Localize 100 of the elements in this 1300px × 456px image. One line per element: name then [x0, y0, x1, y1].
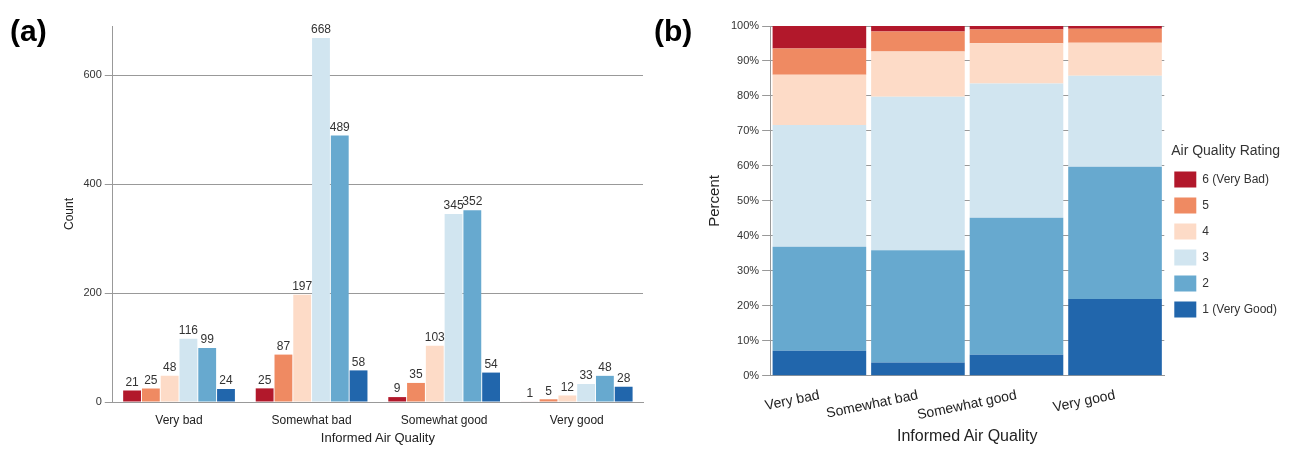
bar	[198, 348, 217, 402]
data-label: 33	[579, 368, 594, 383]
y-tick-label: 60%	[737, 158, 760, 171]
data-label: 103	[424, 330, 446, 345]
bar	[969, 217, 1064, 355]
data-label: 5	[545, 383, 553, 398]
data-label: 9	[393, 381, 401, 396]
y-tick-label: 600	[83, 68, 102, 81]
bar	[1068, 166, 1162, 299]
x-axis-title: Informed Air Quality	[320, 429, 436, 445]
bar	[217, 388, 235, 402]
x-tick-label: Somewhat bad	[271, 412, 352, 427]
y-tick-label: 0	[95, 395, 102, 408]
data-label: 668	[310, 22, 332, 37]
y-tick-label: 0%	[743, 368, 760, 381]
bar	[614, 386, 633, 402]
bar	[274, 354, 293, 402]
bar	[1068, 26, 1162, 29]
bar	[772, 26, 867, 49]
legend-label: 1 (Very Good)	[1202, 301, 1277, 316]
y-tick-label: 200	[83, 286, 102, 299]
bar	[255, 388, 274, 402]
bar	[969, 83, 1064, 218]
data-label: 35	[409, 367, 423, 382]
y-tick-label: 30%	[737, 263, 760, 276]
bar	[179, 338, 198, 402]
data-label: 25	[257, 372, 272, 387]
data-label: 197	[292, 278, 313, 293]
x-tick-label: Very good	[549, 412, 604, 427]
x-tick-label: Very good	[1051, 386, 1117, 415]
x-tick-label: Very bad	[763, 386, 821, 413]
legend-label: 5	[1202, 197, 1210, 212]
bar	[1068, 298, 1162, 376]
legend-title: Air Quality Rating	[1171, 142, 1281, 159]
legend-label: 6 (Very Bad)	[1202, 171, 1269, 186]
bar	[1068, 42, 1162, 76]
x-axis-title: Informed Air Quality	[896, 426, 1038, 444]
bar	[330, 135, 349, 402]
data-label: 48	[598, 360, 612, 375]
data-label: 24	[219, 373, 233, 388]
y-axis-title: Count	[61, 197, 76, 231]
bar	[871, 51, 965, 97]
bar	[871, 26, 965, 32]
bar	[969, 29, 1064, 44]
bar	[595, 375, 614, 402]
data-label: 21	[125, 374, 140, 389]
bar	[293, 294, 312, 402]
data-label: 48	[162, 360, 177, 375]
bar	[772, 74, 867, 126]
legend-label: 2	[1202, 275, 1210, 290]
bar	[772, 125, 867, 247]
y-tick-label: 90%	[737, 54, 760, 67]
data-label: 345	[443, 198, 464, 213]
bar	[772, 48, 867, 75]
x-tick-label: Very bad	[155, 412, 203, 427]
bar	[160, 375, 179, 402]
text: (a)	[10, 14, 47, 48]
legend-label: 3	[1202, 249, 1210, 264]
y-tick-label: 400	[83, 177, 102, 190]
bar	[577, 384, 596, 402]
bar	[1068, 75, 1162, 167]
data-label: 25	[144, 372, 158, 387]
data-label: 116	[178, 323, 199, 338]
bar	[871, 31, 965, 52]
bar	[349, 370, 368, 402]
data-label: 489	[329, 119, 351, 134]
bar	[123, 390, 142, 402]
bar	[871, 250, 965, 363]
bar	[969, 43, 1064, 84]
data-label: 58	[351, 354, 366, 369]
data-label: 99	[200, 332, 215, 347]
y-tick-label: 100%	[730, 19, 760, 32]
bar	[558, 395, 577, 402]
y-axis-title: Percent	[705, 174, 723, 227]
legend-label: 4	[1202, 223, 1210, 238]
data-label: 28	[616, 371, 631, 386]
data-label: 87	[276, 338, 291, 353]
bar	[482, 372, 501, 402]
bar	[539, 399, 558, 402]
bar	[969, 354, 1064, 376]
data-label: 1	[526, 385, 534, 400]
bar	[1068, 28, 1162, 43]
y-tick-label: 10%	[737, 333, 760, 346]
data-label: 54	[484, 356, 499, 371]
bar	[772, 350, 867, 376]
bar	[871, 362, 965, 376]
bar	[772, 246, 867, 351]
data-label: 12	[560, 379, 575, 394]
y-tick-label: 80%	[737, 89, 760, 101]
bar	[407, 382, 425, 402]
data-label: 352	[462, 194, 483, 209]
bar	[388, 397, 407, 402]
y-tick-label: 70%	[737, 123, 760, 136]
x-tick-label: Somewhat good	[400, 412, 488, 427]
text: (b)	[654, 14, 693, 48]
bar	[871, 96, 965, 251]
bar	[463, 210, 482, 402]
y-tick-label: 20%	[737, 298, 760, 311]
y-tick-label: 40%	[737, 228, 760, 241]
bar	[444, 214, 463, 402]
